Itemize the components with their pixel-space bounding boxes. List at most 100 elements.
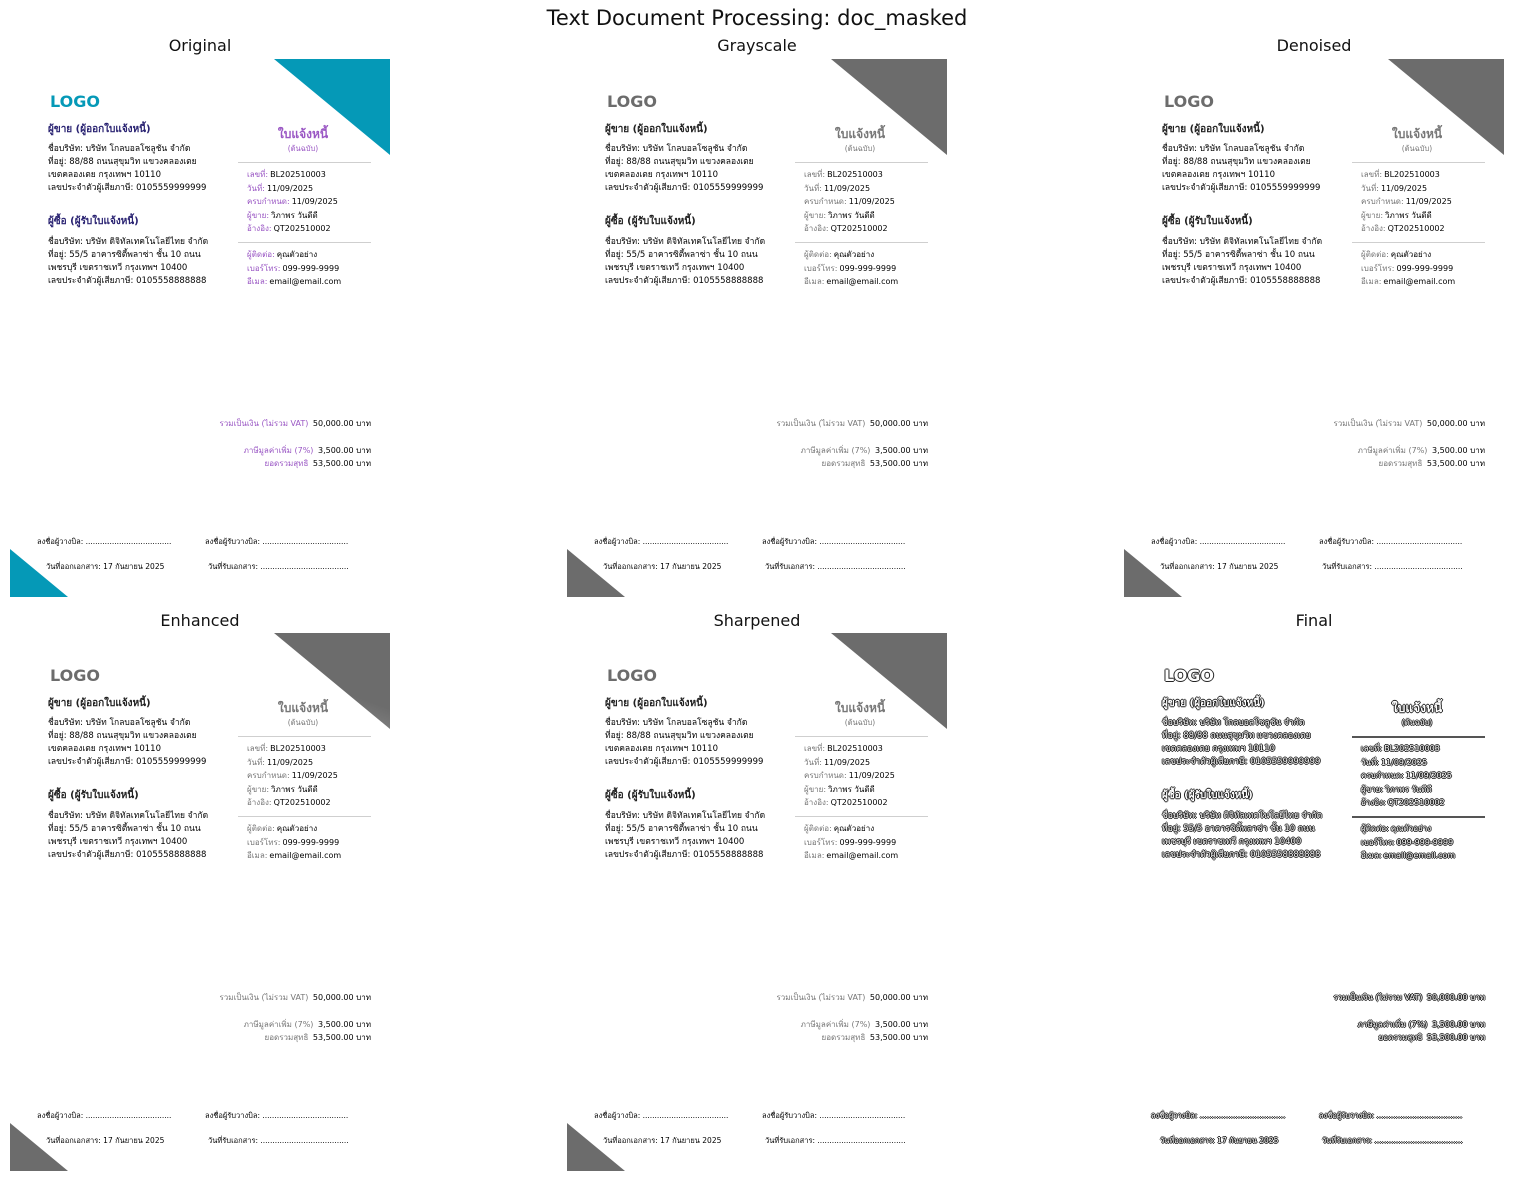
buyer-heading: ผู้ซื้อ (ผู้รับใบแจ้งหนี้) — [605, 216, 696, 227]
meta-value: วิภาพร วันดีดี — [828, 210, 875, 220]
seller-line: ที่อยู่: 88/88 ถนนสุขุมวิท แขวงคลองเตย — [48, 731, 197, 741]
total-row: ภาษีมูลค่าเพิ่ม (7%) 3,500.00 บาท — [1358, 444, 1485, 457]
meta-value: 11/09/2025 — [1380, 757, 1428, 767]
document-title: ใบแจ้งหนี้ — [834, 127, 886, 141]
contact-row: อีเมล: email@email.com — [804, 849, 898, 863]
meta-label: ครบกำหนด: — [247, 771, 290, 780]
meta-label: อ้างอิง: — [1361, 224, 1386, 233]
corner-triangle-bottom-left — [10, 549, 68, 597]
seller-line: เลขประจำตัวผู้เสียภาษี: 0105559999999 — [1162, 183, 1321, 193]
total-label: ภาษีมูลค่าเพิ่ม (7%) — [800, 1020, 871, 1029]
meta-value: 11/09/2025 — [291, 771, 338, 780]
contact-row: ผู้ติดต่อ: คุณตัวอย่าง — [1361, 822, 1455, 836]
issue-date: วันที่ออกเอกสาร: 17 กันยายน 2025 — [603, 1136, 722, 1145]
meta-row: วันที่: 11/09/2025 — [1361, 182, 1452, 196]
total-row: ภาษีมูลค่าเพิ่ม (7%) 3,500.00 บาท — [801, 444, 928, 457]
total-value: 53,500.00 บาท — [1426, 1033, 1485, 1042]
meta-value: QT202510002 — [830, 798, 888, 807]
meta-value: 11/09/2025 — [823, 183, 871, 193]
buyer-line: ที่อยู่: 55/5 อาคารซิตี้พลาซ่า ชั้น 10 ถ… — [48, 250, 201, 260]
seller-line: เลขประจำตัวผู้เสียภาษี: 0105559999999 — [48, 757, 207, 767]
meta-row: ผู้ขาย: วิภาพร วันดีดี — [1361, 783, 1452, 797]
contact-value: คุณตัวอย่าง — [1390, 824, 1432, 833]
document-panel: LOGO ผู้ขาย (ผู้ออกใบแจ้งหนี้) ชื่อบริษัท:… — [10, 633, 390, 1171]
total-row: รวมเป็นเงิน (ไม่รวม VAT) 50,000.00 บาท — [220, 991, 372, 1004]
total-row: รวมเป็นเงิน (ไม่รวม VAT) 50,000.00 บาท — [777, 417, 929, 430]
meta-row: เลขที่: BL202510003 — [804, 168, 895, 182]
total-row: รวมเป็นเงิน (ไม่รวม VAT) 50,000.00 บาท — [220, 417, 372, 430]
meta-row: ครบกำหนด: 11/09/2025 — [804, 769, 895, 783]
meta-value: BL202510003 — [1384, 170, 1440, 179]
total-value: 53,500.00 บาท — [869, 459, 928, 468]
contact-info: ผู้ติดต่อ: คุณตัวอย่าง เบอร์โทร: 099-999-99… — [247, 248, 341, 289]
total-label: ภาษีมูลค่าเพิ่ม (7%) — [243, 446, 314, 455]
contact-info: ผู้ติดต่อ: คุณตัวอย่าง เบอร์โทร: 099-999-99… — [1361, 822, 1455, 863]
logo: LOGO — [50, 92, 100, 111]
seller-heading: ผู้ขาย (ผู้ออกใบแจ้งหนี้) — [1162, 124, 1265, 135]
meta-value: 11/09/2025 — [1405, 771, 1452, 780]
invoice-meta: เลขที่: BL202510003 วันที่: 11/09/2025 ครบกำ… — [1361, 168, 1452, 236]
seller-heading: ผู้ขาย (ผู้ออกใบแจ้งหนี้) — [48, 124, 151, 135]
meta-label: อ้างอิง: — [1361, 798, 1386, 807]
total-label: รวมเป็นเงิน (ไม่รวม VAT) — [776, 993, 866, 1002]
contact-row: ผู้ติดต่อ: คุณตัวอย่าง — [247, 248, 341, 262]
seller-line: เลขประจำตัวผู้เสียภาษี: 0105559999999 — [1162, 757, 1321, 767]
buyer-line: ชื่อบริษัท: บริษัท ดิจิทัลเทคโนโลยีไทย จ… — [48, 237, 209, 247]
total-row: ภาษีมูลค่าเพิ่ม (7%) 3,500.00 บาท — [244, 444, 371, 457]
contact-value: email@email.com — [1383, 277, 1456, 286]
meta-row: วันที่: 11/09/2025 — [804, 182, 895, 196]
buyer-line: ที่อยู่: 55/5 อาคารซิตี้พลาซ่า ชั้น 10 ถ… — [48, 824, 201, 834]
figure-title: Text Document Processing: doc_masked — [546, 6, 968, 30]
contact-row: อีเมล: email@email.com — [247, 849, 341, 863]
meta-row: อ้างอิง: QT202510002 — [1361, 222, 1452, 236]
meta-label: เลขที่: — [1361, 744, 1383, 753]
buyer-heading: ผู้ซื้อ (ผู้รับใบแจ้งหนี้) — [1162, 216, 1253, 227]
meta-value: 11/09/2025 — [291, 197, 338, 206]
total-value: 3,500.00 บาท — [317, 446, 371, 455]
seller-heading: ผู้ขาย (ผู้ออกใบแจ้งหนี้) — [1162, 698, 1265, 709]
buyer-line: เพชรบุรี เขตราชเทวี กรุงเทพฯ 10400 — [48, 837, 188, 847]
total-row: ยอดรวมสุทธิ 53,500.00 บาท — [265, 457, 371, 470]
meta-label: เลขที่: — [804, 170, 826, 179]
buyer-heading: ผู้ซื้อ (ผู้รับใบแจ้งหนี้) — [605, 790, 696, 801]
panel-title: Sharpened — [713, 611, 801, 630]
document-title: ใบแจ้งหนี้ — [1391, 127, 1443, 141]
meta-row: ครบกำหนด: 11/09/2025 — [1361, 195, 1452, 209]
total-value: 53,500.00 บาท — [312, 1033, 371, 1042]
invoice-meta: เลขที่: BL202510003 วันที่: 11/09/2025 ครบกำ… — [804, 742, 895, 810]
invoice-meta: เลขที่: BL202510003 วันที่: 11/09/2025 ครบกำ… — [247, 168, 338, 236]
meta-value: BL202510003 — [827, 744, 883, 753]
seller-line: ชื่อบริษัท: บริษัท โกลบอลโซลูชัน จำกัด — [1162, 718, 1305, 728]
seller-line: เขตคลองเตย กรุงเทพฯ 10110 — [48, 170, 161, 180]
total-value: 3,500.00 บาท — [1431, 1020, 1485, 1029]
meta-value: 11/09/2025 — [1405, 197, 1452, 206]
meta-row: วันที่: 11/09/2025 — [247, 756, 338, 770]
contact-value: email@email.com — [269, 277, 342, 286]
receiver-signature: ลงชื่อผู้รับวางบิล: ....................… — [762, 537, 906, 546]
corner-triangle-bottom-left — [1124, 549, 1182, 597]
meta-label: เลขที่: — [1361, 170, 1383, 179]
total-value: 50,000.00 บาท — [312, 993, 371, 1002]
contact-info: ผู้ติดต่อ: คุณตัวอย่าง เบอร์โทร: 099-999-99… — [247, 822, 341, 863]
meta-label: วันที่: — [804, 757, 822, 767]
seller-line: ชื่อบริษัท: บริษัท โกลบอลโซลูชัน จำกัด — [605, 144, 748, 154]
seller-block: ชื่อบริษัท: บริษัท โกลบอลโซลูชัน จำกัด ที… — [48, 717, 206, 769]
divider — [1352, 736, 1485, 738]
document-panel: LOGO ผู้ขาย (ผู้ออกใบแจ้งหนี้) ชื่อบริษัท:… — [567, 633, 947, 1171]
receive-date: วันที่รับเอกสาร: .......................… — [765, 562, 906, 571]
divider — [795, 242, 928, 243]
contact-value: email@email.com — [1383, 851, 1456, 860]
contact-row: เบอร์โทร: 099-999-9999 — [1361, 836, 1455, 850]
seller-line: ชื่อบริษัท: บริษัท โกลบอลโซลูชัน จำกัด — [48, 144, 191, 154]
issue-date: วันที่ออกเอกสาร: 17 กันยายน 2025 — [1160, 1136, 1279, 1145]
buyer-line: เลขประจำตัวผู้เสียภาษี: 0105558888888 — [48, 850, 207, 860]
meta-label: วันที่: — [247, 183, 265, 193]
meta-value: QT202510002 — [1387, 224, 1445, 233]
meta-row: เลขที่: BL202510003 — [247, 168, 338, 182]
receiver-signature: ลงชื่อผู้รับวางบิล: ....................… — [1319, 537, 1463, 546]
total-row: ภาษีมูลค่าเพิ่ม (7%) 3,500.00 บาท — [244, 1018, 371, 1031]
logo: LOGO — [1164, 92, 1214, 111]
seller-line: เขตคลองเตย กรุงเทพฯ 10110 — [48, 744, 161, 754]
document-title: ใบแจ้งหนี้ — [277, 127, 329, 141]
buyer-line: ชื่อบริษัท: บริษัท ดิจิทัลเทคโนโลยีไทย จ… — [605, 811, 766, 821]
